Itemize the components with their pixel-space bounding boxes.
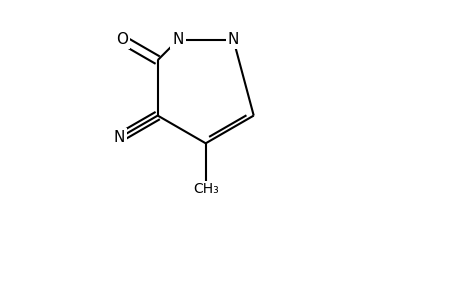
Text: N: N xyxy=(227,32,239,47)
Text: O: O xyxy=(116,32,128,47)
Text: N: N xyxy=(172,32,183,47)
Text: N: N xyxy=(113,130,125,145)
Text: CH₃: CH₃ xyxy=(192,182,218,196)
